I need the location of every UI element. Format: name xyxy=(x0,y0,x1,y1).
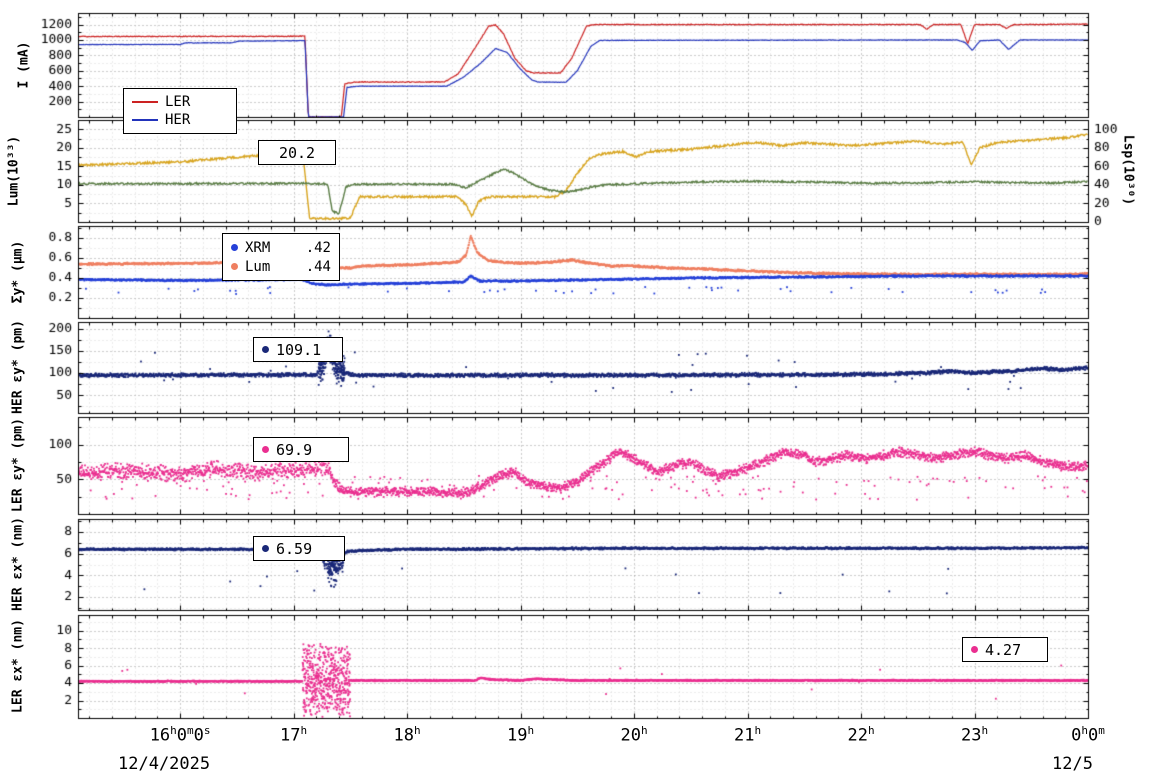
legend-label-lum: Lum xyxy=(245,258,271,275)
date-label-left: 12/4/2025 xyxy=(118,754,211,774)
legend-label-her: HER xyxy=(165,112,191,128)
legend-value-lum: .44 xyxy=(305,258,331,275)
legend-sigma-y: XRM .42 Lum .44 xyxy=(222,233,340,281)
x-tick-label: 23h xyxy=(960,724,989,746)
y-axis-label-lsp: Lsp(10³⁰) xyxy=(1120,134,1136,206)
xrm-dot-swatch xyxy=(231,244,238,251)
value-dot-swatch xyxy=(262,446,269,453)
y-axis-label-her-ex: HER εx* (nm) xyxy=(10,517,26,611)
legend-beam-current: LER HER xyxy=(123,88,237,134)
y-axis-label-ler-ex: LER εx* (nm) xyxy=(10,619,26,713)
y-axis-label-ler-ey: LER εy* (pm) xyxy=(10,418,26,512)
y-axis-label-beam-current: I (mA) xyxy=(16,41,32,89)
her-line-swatch xyxy=(132,119,158,121)
value-box-her-ey-value: 109.1 xyxy=(253,337,343,362)
value-box-ler-ey-value: 69.9 xyxy=(253,437,349,462)
value-text: 6.59 xyxy=(276,539,313,558)
x-tick-label: 20h xyxy=(620,724,648,746)
x-tick-label: 17h xyxy=(280,724,308,746)
date-label-right: 12/5 xyxy=(1052,754,1093,774)
lum-dot-swatch xyxy=(231,263,238,270)
legend-item-ler: LER xyxy=(132,94,228,110)
y-axis-label-luminosity: Lum(10³³) xyxy=(6,135,22,207)
x-tick-label: 21h xyxy=(733,724,762,746)
value-box-ler-ex-value: 4.27 xyxy=(962,637,1048,662)
value-dot-swatch xyxy=(262,545,269,552)
value-text: 69.9 xyxy=(276,440,313,459)
legend-value-xrm: .42 xyxy=(305,239,331,256)
x-tick-label: 18h xyxy=(393,724,421,746)
value-text: 109.1 xyxy=(276,340,322,359)
legend-label-ler: LER xyxy=(165,94,191,110)
value-dot-swatch xyxy=(262,346,269,353)
legend-item-xrm: XRM .42 xyxy=(231,240,331,256)
value-box-her-ex-value: 6.59 xyxy=(253,536,345,561)
value-box-lum-value: 20.2 xyxy=(258,140,336,165)
x-tick-label: 22h xyxy=(847,724,875,746)
ler-line-swatch xyxy=(132,101,158,103)
value-text: 20.2 xyxy=(278,143,316,162)
y-axis-label-her-ey: HER εy* (pm) xyxy=(10,320,26,414)
value-dot-swatch xyxy=(971,646,978,653)
legend-item-her: HER xyxy=(132,112,228,128)
x-tick-label: 16h0m0s xyxy=(149,724,211,746)
legend-item-lum: Lum .44 xyxy=(231,259,331,275)
legend-label-xrm: XRM xyxy=(245,239,271,256)
x-tick-label: 19h xyxy=(507,724,535,746)
y-axis-label-sigma-y: Σy* (µm) xyxy=(10,240,26,304)
x-tick-label: 0h0m xyxy=(1071,724,1105,746)
value-text: 4.27 xyxy=(985,640,1022,659)
